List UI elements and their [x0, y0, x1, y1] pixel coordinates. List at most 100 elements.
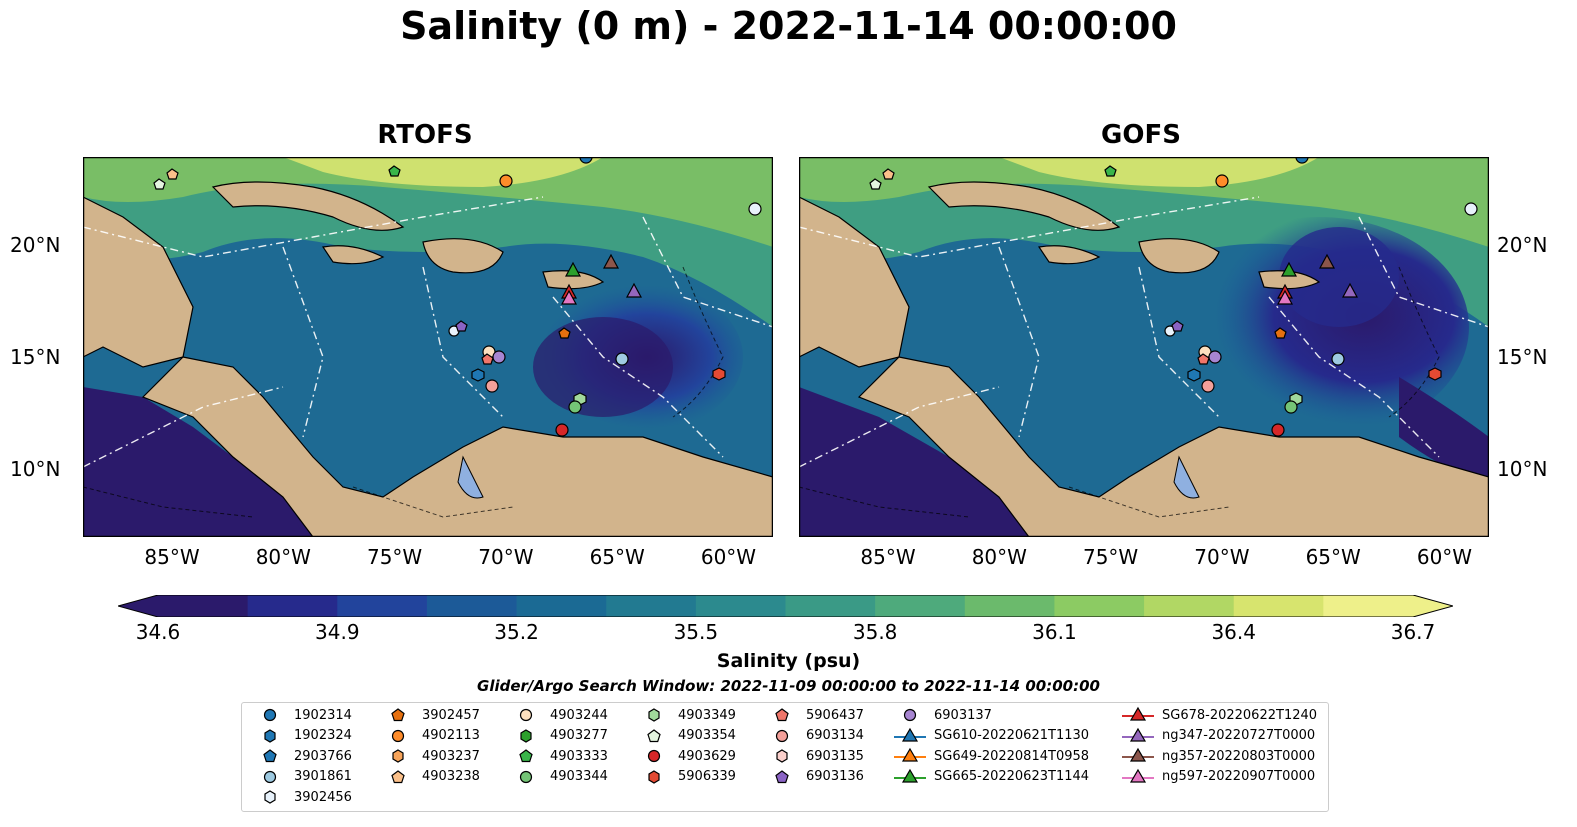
legend-item: 3901861 [252, 767, 352, 787]
marker-6903136 [455, 320, 468, 332]
legend-label: SG610-20220621T1130 [934, 728, 1090, 743]
marker-6903137 [492, 350, 506, 364]
legend-item: 1902324 [252, 726, 352, 746]
lon-tick-label: 70°W [478, 545, 534, 569]
colorbar-swatch [1144, 595, 1235, 617]
lon-tick-label: 85°W [860, 545, 916, 569]
marker-4903344 [568, 400, 582, 414]
marker-4903333 [388, 165, 401, 177]
legend-item: 1902314 [252, 705, 352, 725]
legend-marker-icon [519, 749, 533, 763]
legend-marker-icon [894, 727, 926, 742]
colorbar-extend-low [118, 595, 158, 617]
marker-3901861 [615, 352, 629, 366]
legend-label: ng597-20220907T0000 [1162, 769, 1316, 784]
marker-3902457 [558, 327, 571, 339]
legend-item: 4902113 [380, 726, 480, 746]
lon-tick-label: 80°W [971, 545, 1027, 569]
legend-marker-icon [1122, 747, 1154, 762]
legend-marker-icon [263, 708, 277, 722]
legend-item: 6903135 [764, 746, 864, 766]
panel-title-rtofs: RTOFS [377, 120, 473, 150]
legend-label: 5906339 [678, 769, 736, 784]
legend-label: 3902457 [422, 707, 480, 723]
legend-marker-icon [519, 708, 533, 722]
colorbar-swatch [426, 595, 518, 617]
legend-label: 4903349 [678, 707, 736, 723]
legend-label: 4903244 [550, 707, 608, 723]
colorbar-tick-label: 36.1 [1032, 620, 1077, 644]
legend-marker-icon [648, 708, 660, 722]
legend-item: 4903237 [380, 746, 480, 766]
colorbar-swatch [1233, 595, 1324, 617]
marker-1902314 [579, 157, 593, 164]
colorbar-tick-label: 35.5 [673, 620, 719, 644]
legend-marker-icon [775, 708, 789, 722]
legend-label: 4903277 [550, 728, 608, 743]
legend-item: 2903766 [252, 746, 352, 766]
marker-ng347 [625, 282, 643, 298]
colorbar-tick-label: 34.6 [135, 620, 181, 644]
marker-4902113 [499, 174, 513, 188]
marker-1902324 [471, 368, 485, 382]
lat-tick-label-right: 10°N [1497, 456, 1548, 481]
map-rtofs [83, 157, 773, 537]
lat-tick-label-left: 20°N [10, 233, 61, 258]
legend-item: 3902456 [252, 787, 352, 807]
marker-4903354 [153, 178, 166, 190]
legend-label: SG649-20220814T0958 [934, 748, 1090, 764]
colorbar-extend-high [1413, 595, 1453, 617]
legend-label: 5906437 [806, 707, 864, 723]
marker-5906437 [481, 353, 494, 365]
legend-marker-icon [391, 769, 405, 783]
lon-tick-label: 85°W [144, 545, 200, 569]
colorbar-swatch [875, 595, 966, 617]
map-gofs-svg [799, 157, 1489, 537]
legend-marker-icon [263, 770, 277, 783]
legend-marker-icon [391, 729, 405, 742]
lon-tick-label: 65°W [589, 545, 645, 569]
legend-marker-icon [647, 749, 661, 763]
legend-item: 4903244 [508, 705, 608, 725]
legend-item: SG649-20220814T0958 [892, 746, 1089, 766]
legend-label: 6903134 [806, 728, 864, 743]
colorbar-tick-label: 36.7 [1390, 620, 1436, 644]
lon-tick-label: 70°W [1194, 545, 1250, 569]
legend-item: SG665-20220623T1144 [892, 767, 1089, 787]
panel-title-gofs: GOFS [1101, 120, 1181, 150]
legend-item: 6903134 [764, 726, 864, 746]
legend-marker-icon [264, 790, 276, 804]
marker-4903629 [555, 423, 569, 437]
figure-title: Salinity (0 m) - 2022-11-14 00:00:00 [400, 4, 1177, 48]
lon-tick-label: 75°W [1082, 545, 1139, 569]
colorbar-tick-label: 36.4 [1211, 620, 1256, 644]
legend-item: 4903354 [636, 726, 736, 746]
colorbar-swatch [1323, 595, 1414, 617]
legend-label: 1902314 [294, 707, 352, 723]
legend-label: 4903238 [422, 769, 480, 784]
legend-label: 6903137 [934, 707, 992, 723]
search-window-text: Glider/Argo Search Window: 2022-11-09 00… [477, 677, 1100, 695]
legend-label: SG678-20220622T1240 [1162, 707, 1318, 723]
lon-tick-label: 65°W [1305, 545, 1361, 569]
marker-ng597 [560, 289, 578, 305]
marker-ng357 [602, 253, 620, 269]
marker-6903134 [485, 379, 499, 393]
legend-marker-icon [263, 749, 277, 763]
legend-item: ng597-20220907T0000 [1120, 767, 1315, 787]
legend-marker-icon [520, 728, 532, 743]
legend-marker-icon [391, 708, 405, 722]
legend-item: 4903238 [380, 767, 480, 787]
observation-markers-gofs [869, 157, 1478, 437]
legend-label: 3902456 [294, 789, 352, 805]
map-rtofs-svg [83, 157, 773, 537]
colorbar-swatch [158, 595, 249, 617]
legend-label: 4903333 [550, 748, 608, 764]
legend-item: 4903277 [508, 726, 608, 746]
legend-label: 1902324 [294, 728, 352, 743]
legend-marker-icon [903, 708, 917, 722]
legend-item: 4903333 [508, 746, 608, 766]
legend-label: 2903766 [294, 748, 352, 764]
legend-label: 6903135 [806, 748, 864, 764]
colorbar-swatch [1054, 595, 1145, 617]
